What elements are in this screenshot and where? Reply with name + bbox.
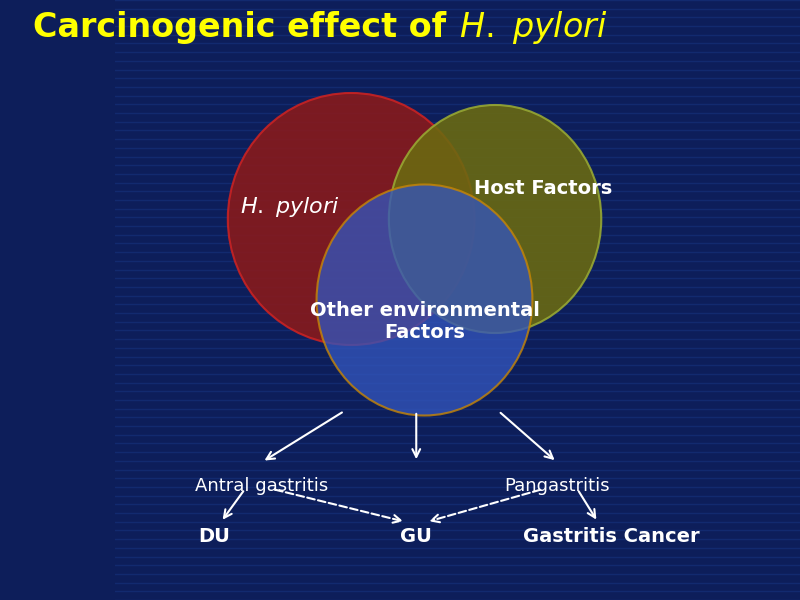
Text: GU: GU: [400, 527, 432, 547]
Text: $\it{H.\ pylori}$: $\it{H.\ pylori}$: [240, 195, 339, 219]
Ellipse shape: [317, 185, 533, 415]
Text: Host Factors: Host Factors: [474, 179, 612, 199]
Text: Pangastritis: Pangastritis: [504, 477, 610, 495]
Text: $\it{H.\ pylori}$: $\it{H.\ pylori}$: [458, 8, 607, 46]
Text: Antral gastritis: Antral gastritis: [195, 477, 329, 495]
Ellipse shape: [389, 105, 602, 333]
Text: Carcinogenic effect of: Carcinogenic effect of: [33, 10, 458, 43]
Text: Gastritis Cancer: Gastritis Cancer: [523, 527, 700, 547]
Ellipse shape: [228, 93, 474, 345]
Text: DU: DU: [198, 527, 230, 547]
Text: Other environmental
Factors: Other environmental Factors: [310, 301, 539, 341]
